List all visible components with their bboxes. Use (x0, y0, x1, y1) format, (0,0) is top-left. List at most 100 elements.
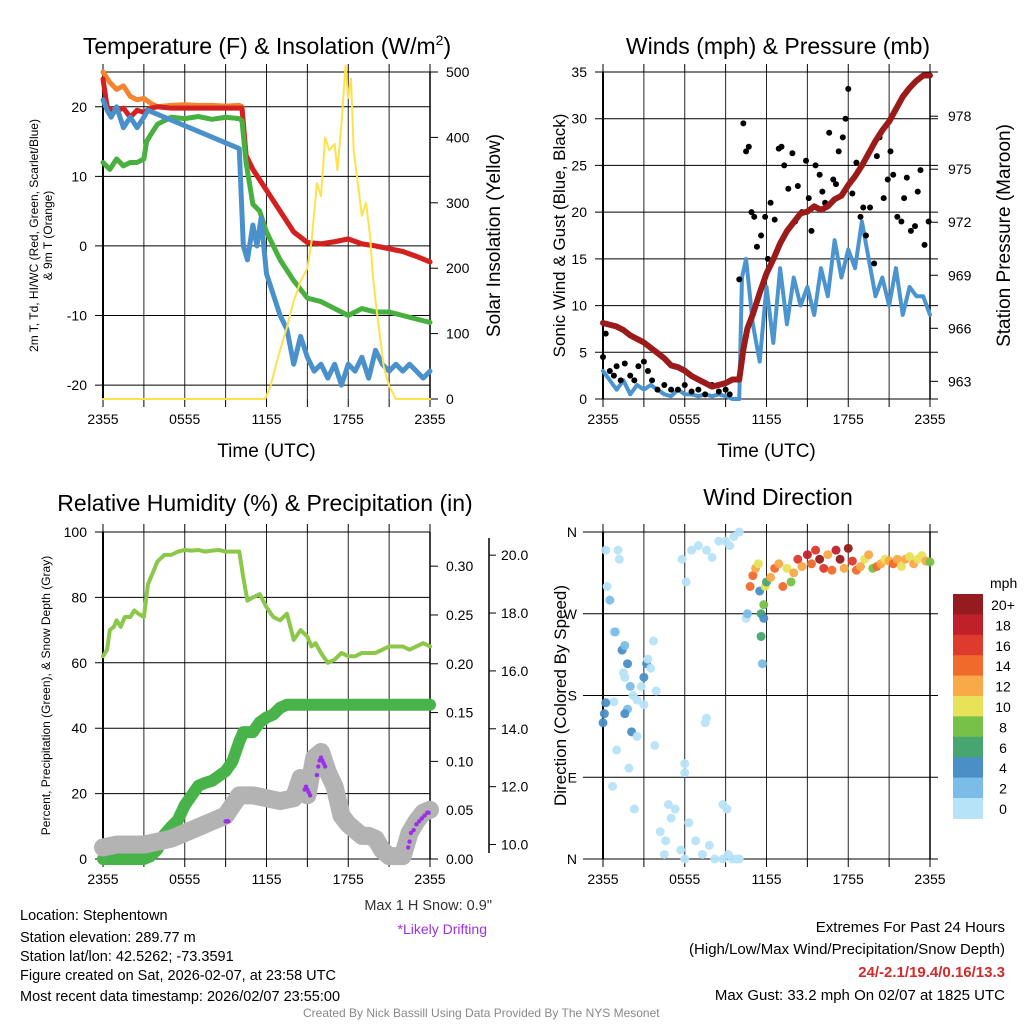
x-tick-label: 2355 (414, 411, 445, 427)
y2-tick-label: 966 (948, 320, 972, 336)
y2-tick-label: 100 (446, 326, 470, 342)
y2-tick-label: 978 (948, 108, 972, 124)
x-tick-label: 0555 (169, 871, 200, 887)
direction-point (782, 563, 792, 573)
y2-tick-label: 0 (446, 391, 454, 407)
y-tick-label: S (568, 688, 577, 704)
drifting-point (416, 819, 422, 824)
direction-point (680, 854, 690, 864)
location-label: Location: Stephentown (20, 908, 168, 924)
gust-point (762, 213, 769, 220)
direction-point (815, 554, 825, 564)
direction-point (797, 562, 807, 572)
y2-tick-label: 975 (948, 161, 972, 177)
direction-point (677, 554, 687, 564)
direction-point (789, 568, 799, 578)
x-tick-label: 2355 (414, 871, 445, 887)
legend-swatch (953, 614, 983, 636)
chart-title: Wind Direction (703, 484, 853, 510)
direction-point (756, 631, 766, 641)
legend-swatch (953, 736, 983, 758)
direction-point (609, 697, 619, 707)
gust-point (722, 386, 729, 393)
y-tick-label: 10 (71, 168, 87, 184)
drifting-point (307, 793, 313, 798)
drifting-point (419, 816, 425, 821)
direction-point (629, 804, 639, 814)
drifting-point (414, 822, 419, 827)
y2-tick-label: 0.30 (446, 558, 473, 574)
direction-point (806, 559, 816, 569)
x-tick-label: 1155 (251, 411, 281, 427)
gust-point (649, 377, 656, 384)
y-tick-label: 30 (571, 111, 587, 127)
y2-tick-label: 0.10 (446, 753, 473, 769)
gust-point (857, 213, 864, 220)
y3-tick-label: 12.0 (501, 779, 528, 795)
gust-point (764, 255, 771, 262)
y-tick-label: W (564, 606, 578, 622)
gust-point (695, 386, 702, 393)
extremes-subtitle: (High/Low/Max Wind/Precipitation/Snow De… (689, 941, 1005, 958)
direction-point (725, 541, 735, 551)
direction-point (835, 554, 845, 564)
max-gust-label: Max Gust: 33.2 mph On 02/07 at 1825 UTC (714, 987, 1005, 1004)
gust-point (767, 199, 774, 206)
direction-point (742, 609, 752, 619)
drifting-point (422, 813, 427, 818)
gust-point (771, 216, 778, 223)
legend-title: mph (990, 575, 1017, 591)
gust-point (884, 176, 891, 183)
gust-point (621, 360, 628, 367)
direction-point (666, 813, 676, 823)
direction-point (598, 718, 608, 728)
x-tick-label: 2355 (914, 871, 945, 887)
gust-point (613, 363, 620, 370)
gust-point (753, 243, 760, 250)
gust-point (890, 171, 897, 178)
direction-point (608, 781, 618, 791)
gust-point (781, 162, 788, 169)
y-tick-label: 35 (571, 64, 587, 80)
x-tick-label: 1155 (251, 871, 281, 887)
direction-point (823, 550, 833, 560)
direction-point (680, 759, 690, 769)
extremes-values: 24/-2.1/19.4/0.16/13.3 (858, 964, 1005, 981)
y2-tick-label: 200 (446, 260, 470, 276)
y-tick-label: 5 (579, 344, 587, 360)
credit-label: Created By Nick Bassill Using Data Provi… (303, 1006, 660, 1020)
x-tick-label: 1155 (751, 411, 781, 427)
gust-point (832, 181, 839, 188)
y2-tick-label: 0.15 (446, 705, 473, 721)
y-tick-label: 60 (71, 655, 87, 671)
gust-point (640, 358, 647, 365)
gust-point (635, 363, 642, 370)
extremes-title: Extremes For Past 24 Hours (815, 919, 1005, 936)
direction-point (613, 545, 623, 555)
direction-point (748, 571, 758, 581)
chart-winds: Winds (mph) & Pressure (mb) 2355 0555 1155 1… (550, 33, 1015, 462)
direction-point (632, 695, 642, 705)
gust-point (842, 115, 849, 122)
direction-point (639, 672, 649, 682)
chart-title: Temperature (F) & Insolation (W/m2) (83, 32, 451, 59)
x-tick-label: 2355 (587, 411, 618, 427)
direction-point (687, 545, 697, 555)
y-axis-label: 2m T, Td, HI/WC (Red, Green, Scarlet/Blu… (27, 119, 55, 352)
x-axis-label: Time (UTC) (217, 441, 316, 462)
direction-point (663, 800, 673, 809)
likely-drifting-label: *Likely Drifting (397, 921, 487, 937)
gust-point (812, 162, 819, 169)
y2-tick-label: 0.00 (446, 851, 473, 867)
y3-tick-label: 10.0 (501, 837, 528, 853)
gust-point (808, 227, 815, 234)
y-tick-label: -10 (67, 308, 87, 324)
y2-tick-label: 400 (446, 129, 470, 145)
direction-point (680, 768, 690, 778)
direction-point (757, 659, 767, 669)
direction-point (610, 627, 620, 637)
direction-point (856, 562, 866, 572)
gust-point (803, 157, 810, 164)
legend-label: 14 (995, 658, 1011, 674)
gust-point (903, 174, 910, 181)
